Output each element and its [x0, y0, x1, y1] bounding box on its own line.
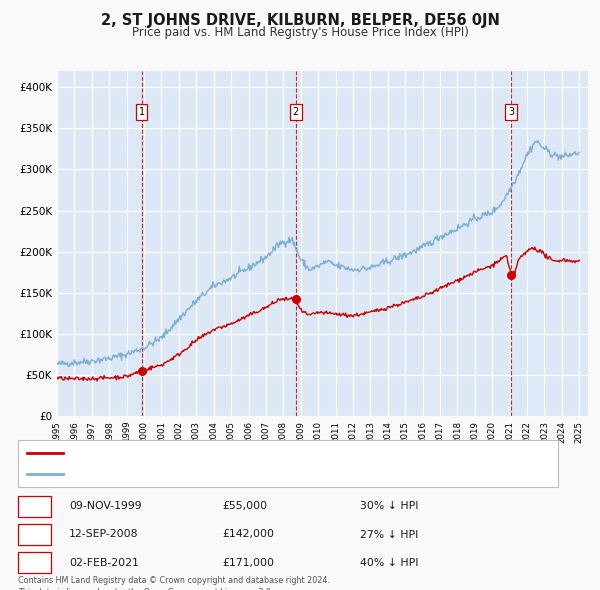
Text: 2, ST JOHNS DRIVE, KILBURN, BELPER, DE56 0JN (detached house): 2, ST JOHNS DRIVE, KILBURN, BELPER, DE56… [72, 448, 403, 458]
FancyBboxPatch shape [18, 525, 51, 545]
FancyBboxPatch shape [18, 552, 51, 573]
Text: £55,000: £55,000 [222, 502, 267, 512]
Text: 2, ST JOHNS DRIVE, KILBURN, BELPER, DE56 0JN: 2, ST JOHNS DRIVE, KILBURN, BELPER, DE56… [101, 13, 499, 28]
Text: Price paid vs. HM Land Registry's House Price Index (HPI): Price paid vs. HM Land Registry's House … [131, 26, 469, 39]
FancyBboxPatch shape [18, 496, 51, 516]
Text: 09-NOV-1999: 09-NOV-1999 [69, 502, 142, 512]
Text: 40% ↓ HPI: 40% ↓ HPI [360, 558, 419, 568]
FancyBboxPatch shape [18, 440, 558, 487]
Text: 2: 2 [31, 529, 38, 539]
Text: £171,000: £171,000 [222, 558, 274, 568]
Text: £142,000: £142,000 [222, 529, 274, 539]
Text: 2: 2 [293, 107, 299, 117]
Text: 27% ↓ HPI: 27% ↓ HPI [360, 529, 418, 539]
Text: 3: 3 [508, 107, 514, 117]
Text: 1: 1 [139, 107, 145, 117]
Text: 30% ↓ HPI: 30% ↓ HPI [360, 502, 419, 512]
Text: 02-FEB-2021: 02-FEB-2021 [69, 558, 139, 568]
Text: Contains HM Land Registry data © Crown copyright and database right 2024.
This d: Contains HM Land Registry data © Crown c… [18, 576, 330, 590]
Text: HPI: Average price, detached house, Amber Valley: HPI: Average price, detached house, Ambe… [72, 468, 323, 478]
Text: 3: 3 [31, 558, 38, 568]
Text: 1: 1 [31, 502, 38, 512]
Text: 12-SEP-2008: 12-SEP-2008 [69, 529, 139, 539]
